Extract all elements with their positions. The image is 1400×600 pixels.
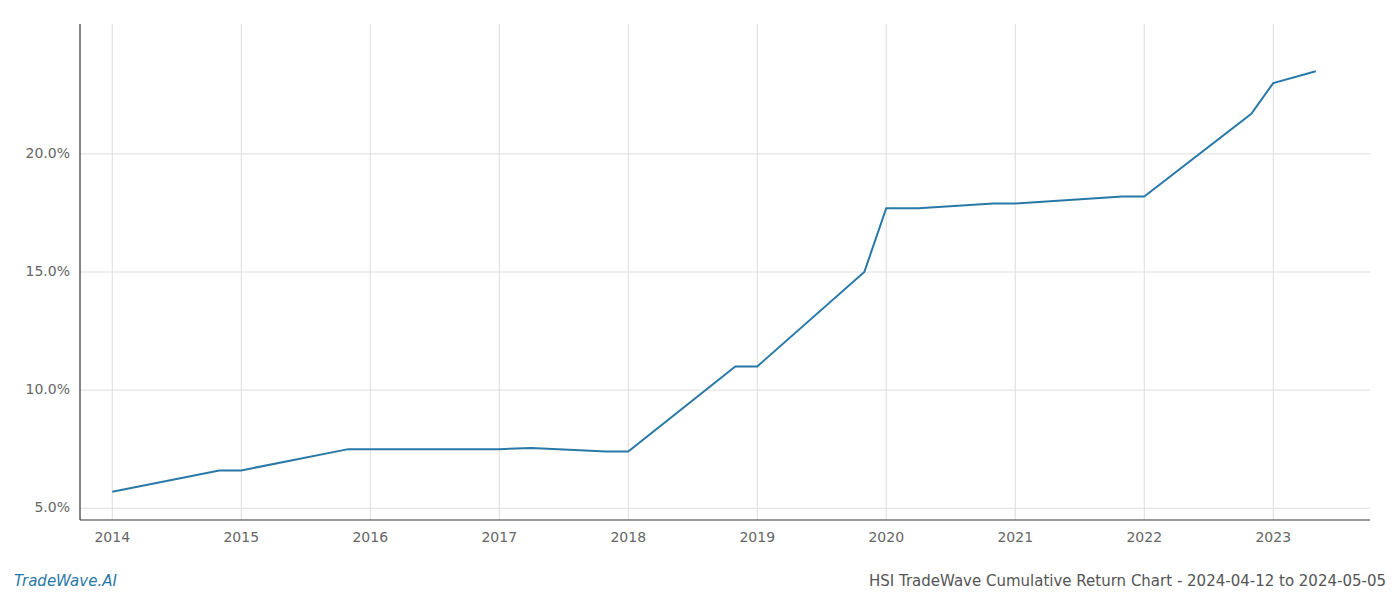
y-grid-line <box>80 390 1370 391</box>
y-grid-line <box>80 508 1370 509</box>
tick-labels: 2014 2015 2016 2017 2018 2019 2020 2021 2022 2023… <box>26 145 1292 545</box>
x-tick-label: 2014 <box>94 529 130 545</box>
x-tick-label: 2023 <box>1255 529 1291 545</box>
x-tick-label: 2019 <box>739 529 775 545</box>
x-tick-label: 2021 <box>997 529 1033 545</box>
x-axis-line <box>80 519 1370 520</box>
y-tick-label: 15.0% <box>26 263 70 279</box>
grid <box>80 24 1370 520</box>
y-tick-label: 10.0% <box>26 381 70 397</box>
x-tick-label: 2020 <box>868 529 904 545</box>
y-tick-label: 20.0% <box>26 145 70 161</box>
x-tick-label: 2022 <box>1126 529 1162 545</box>
plot-area <box>112 71 1316 491</box>
chart: 2014 2015 2016 2017 2018 2019 2020 2021 2022 2023… <box>0 0 1400 600</box>
x-tick-label: 2018 <box>610 529 646 545</box>
y-axis-line <box>79 24 80 520</box>
x-tick-label: 2016 <box>352 529 388 545</box>
y-tick-label: 5.0% <box>34 499 70 515</box>
y-grid-line <box>80 272 1370 273</box>
x-tick-label: 2017 <box>481 529 517 545</box>
x-tick-label: 2015 <box>223 529 259 545</box>
title: HSI TradeWave Cumulative Return Chart - … <box>869 572 1386 590</box>
line <box>112 71 1316 491</box>
watermark: TradeWave.AI <box>14 572 117 590</box>
y-grid-line <box>80 153 1370 154</box>
